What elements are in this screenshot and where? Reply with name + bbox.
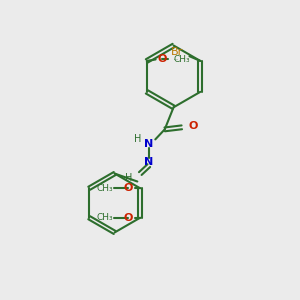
- Text: O: O: [188, 122, 198, 131]
- Text: O: O: [123, 213, 133, 223]
- Text: O: O: [123, 183, 133, 193]
- Text: H: H: [125, 173, 132, 183]
- Text: Br: Br: [170, 47, 183, 57]
- Text: H: H: [134, 134, 141, 144]
- Text: N: N: [144, 157, 153, 167]
- Text: O: O: [158, 55, 167, 64]
- Text: CH₃: CH₃: [96, 213, 113, 222]
- Text: CH₃: CH₃: [174, 55, 190, 64]
- Text: CH₃: CH₃: [96, 184, 113, 193]
- Text: N: N: [144, 139, 153, 149]
- Text: methyl: methyl: [174, 59, 179, 60]
